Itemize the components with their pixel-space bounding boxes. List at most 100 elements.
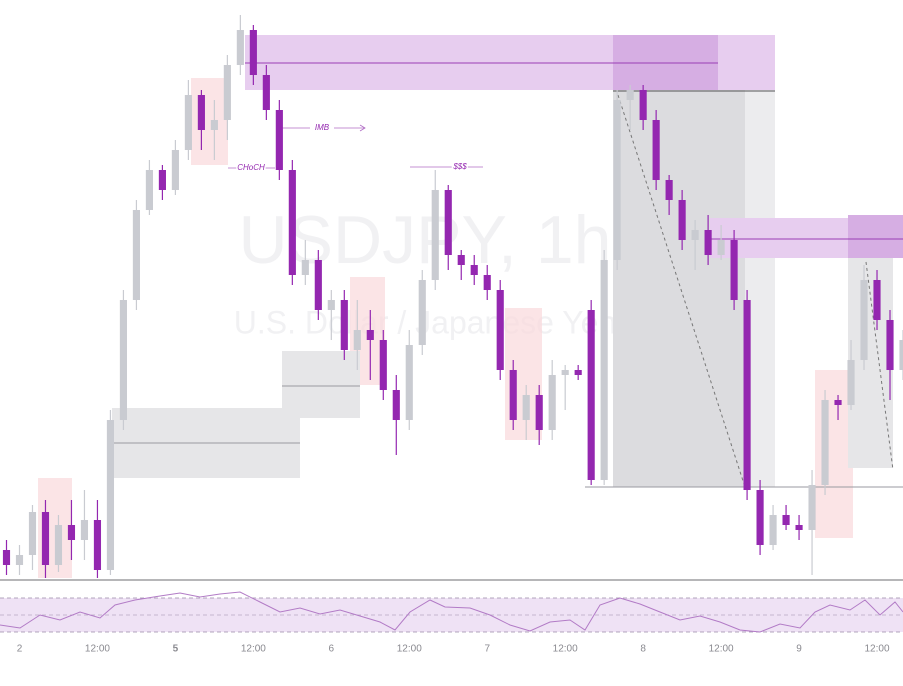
candle-body bbox=[236, 30, 244, 65]
candle-body bbox=[223, 65, 231, 120]
zone bbox=[815, 370, 853, 538]
candle-body bbox=[184, 95, 192, 150]
candle-body bbox=[249, 30, 257, 75]
zone bbox=[282, 351, 360, 418]
candle-body bbox=[457, 255, 465, 265]
candle-body bbox=[847, 360, 855, 405]
candle-body bbox=[418, 280, 426, 345]
candle-body bbox=[678, 200, 686, 240]
candle-body bbox=[275, 110, 283, 170]
candle-body bbox=[210, 120, 218, 130]
x-tick-label: 9 bbox=[796, 644, 802, 655]
candle-body bbox=[639, 90, 647, 120]
candle-body bbox=[314, 260, 322, 310]
watermark-symbol: USDJPY, 1h bbox=[239, 202, 612, 278]
candle-body bbox=[795, 525, 803, 530]
candle-body bbox=[41, 512, 50, 565]
x-tick-label: 8 bbox=[640, 644, 646, 655]
candle-body bbox=[145, 170, 153, 210]
x-tick-label: 12:00 bbox=[241, 644, 266, 655]
candle-body bbox=[873, 280, 881, 320]
oscillator-line bbox=[0, 591, 903, 633]
candle-body bbox=[899, 340, 903, 370]
candle-body bbox=[808, 485, 816, 530]
candle-body bbox=[431, 190, 439, 280]
dashed-line bbox=[865, 261, 894, 471]
candle-body bbox=[470, 265, 478, 275]
candle-body bbox=[561, 370, 569, 375]
candle-body bbox=[132, 210, 140, 300]
arrow-head bbox=[359, 124, 366, 132]
candle-body bbox=[366, 330, 374, 340]
candle-body bbox=[262, 75, 270, 110]
candle-body bbox=[769, 515, 777, 545]
x-tick-label: 12:00 bbox=[397, 644, 422, 655]
candle-body bbox=[171, 150, 179, 190]
candle-body bbox=[405, 345, 413, 420]
candle-body bbox=[392, 390, 400, 420]
candle-body bbox=[704, 230, 712, 255]
candle-body bbox=[197, 95, 205, 130]
candle-body bbox=[93, 520, 102, 570]
annotation: $$$ bbox=[452, 162, 467, 171]
candle-body bbox=[340, 300, 348, 350]
label-bg bbox=[310, 122, 334, 134]
candle-body bbox=[613, 100, 621, 260]
candle-body bbox=[626, 90, 634, 100]
candle-body bbox=[288, 170, 296, 275]
x-tick-label: 6 bbox=[329, 644, 335, 655]
candle-body bbox=[80, 520, 89, 540]
candle-body bbox=[548, 375, 556, 430]
candle-body bbox=[886, 320, 894, 370]
candle-body bbox=[574, 370, 582, 375]
candle-body bbox=[509, 370, 517, 420]
annotation: CHoCH bbox=[237, 163, 265, 172]
candle-body bbox=[730, 240, 738, 300]
candle-body bbox=[106, 420, 115, 570]
annotation: IMB bbox=[315, 123, 330, 132]
candle-body bbox=[665, 180, 673, 200]
candle-body bbox=[54, 525, 63, 565]
candle-body bbox=[691, 230, 699, 240]
x-tick-label: 12:00 bbox=[85, 644, 110, 655]
candle-body bbox=[28, 512, 37, 555]
candle-body bbox=[353, 330, 361, 350]
candle-body bbox=[158, 170, 166, 190]
candle-body bbox=[821, 400, 829, 485]
zone bbox=[191, 78, 228, 165]
candle-body bbox=[483, 275, 491, 290]
candle-body bbox=[496, 290, 504, 370]
candle-body bbox=[15, 555, 24, 565]
candle-body bbox=[379, 340, 387, 390]
candle-body bbox=[834, 400, 842, 405]
candle-body bbox=[535, 395, 543, 430]
dashed-line bbox=[617, 94, 746, 488]
x-tick-label: 12:00 bbox=[864, 644, 889, 655]
zone bbox=[848, 215, 903, 258]
candle-body bbox=[652, 120, 660, 180]
x-tick-label: 5 bbox=[173, 644, 179, 655]
candle-body bbox=[860, 280, 868, 360]
candle-body bbox=[756, 490, 764, 545]
x-tick-label: 2 bbox=[17, 644, 23, 655]
candle-body bbox=[587, 310, 595, 480]
candle-body bbox=[327, 300, 335, 310]
candle-body bbox=[600, 260, 608, 480]
candle-body bbox=[2, 550, 11, 565]
x-axis: 2 12:00 5 12:00 6 12:00 7 12:00 8 12:00 9 12:00 bbox=[17, 644, 890, 655]
candle-body bbox=[119, 300, 128, 420]
x-tick-label: 7 bbox=[484, 644, 490, 655]
zone bbox=[613, 90, 745, 487]
candle-body bbox=[782, 515, 790, 525]
candle-body bbox=[717, 240, 725, 255]
candle-body bbox=[522, 395, 530, 420]
x-tick-label: 12:00 bbox=[553, 644, 578, 655]
candle-body bbox=[444, 190, 452, 255]
zone bbox=[848, 258, 893, 468]
candle-body bbox=[67, 525, 76, 540]
x-tick-label: 12:00 bbox=[709, 644, 734, 655]
candle-body bbox=[301, 260, 309, 275]
candle-body bbox=[743, 300, 751, 490]
